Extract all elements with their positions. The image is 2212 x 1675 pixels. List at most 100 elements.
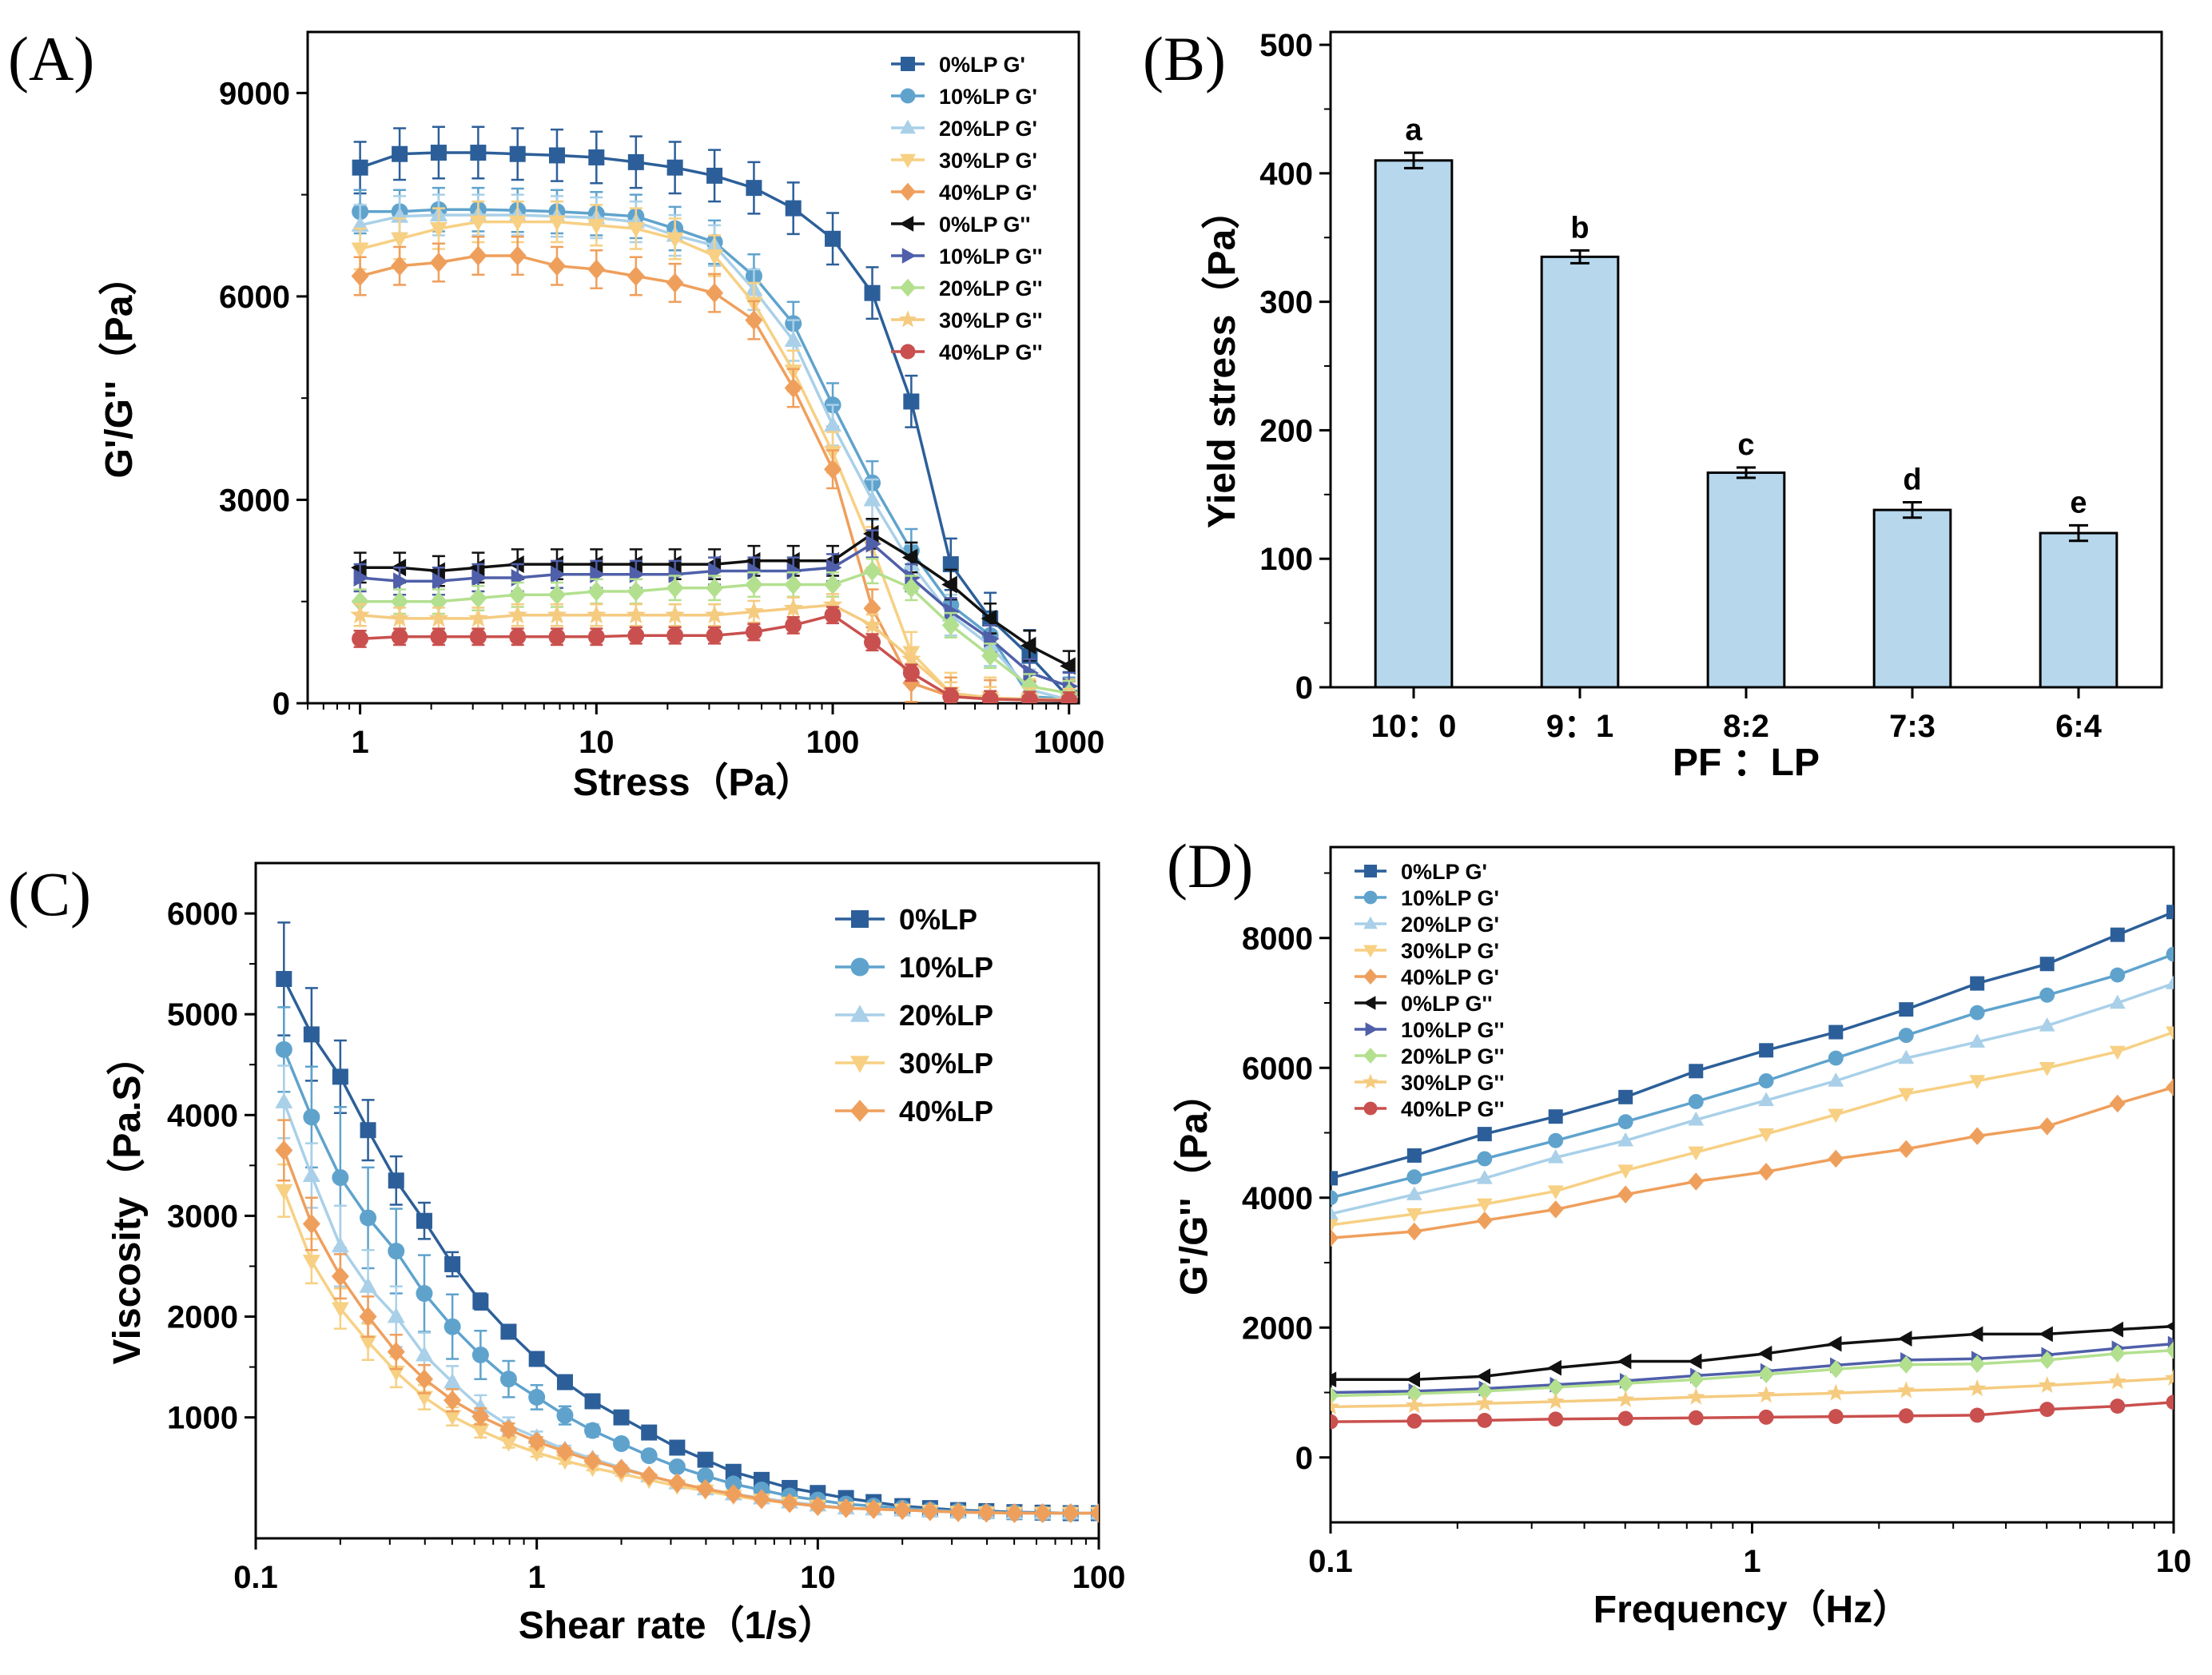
legend-label: 40%LP G'' (939, 340, 1042, 364)
data-point (2038, 1375, 2056, 1393)
series-20-lp-g- (351, 558, 1078, 703)
data-point (809, 1496, 827, 1517)
data-point (785, 616, 802, 634)
legend-label: 0%LP G'' (1401, 992, 1492, 1016)
data-point (863, 490, 881, 507)
data-point (275, 1184, 293, 1200)
data-point (1406, 1413, 1422, 1429)
data-point (2039, 1017, 2055, 1032)
data-point (902, 664, 920, 682)
data-point (587, 259, 606, 280)
significance-letter: c (1737, 428, 1754, 462)
data-point (784, 377, 802, 398)
data-point (1617, 1374, 1634, 1393)
data-point (1331, 1387, 1339, 1405)
data-point (1898, 1088, 1915, 1103)
y-tick-label: 0 (273, 686, 290, 722)
data-point (1331, 1371, 1337, 1388)
bar (1872, 508, 1952, 689)
data-point (1758, 1163, 1775, 1181)
data-point (2165, 1321, 2174, 1331)
data-point (387, 1342, 405, 1363)
data-point (1020, 691, 1038, 703)
legend-label: 0%LP (899, 903, 977, 936)
data-point (1898, 1408, 1914, 1424)
data-point (1828, 1050, 1844, 1066)
data-point (627, 265, 645, 286)
data-point (1406, 1186, 1422, 1200)
legend-marker (1364, 865, 1377, 877)
data-point (745, 575, 763, 595)
data-point (1405, 1396, 1423, 1414)
data-point (391, 256, 409, 277)
data-point (864, 634, 881, 651)
data-point (359, 1277, 377, 1293)
data-point (640, 1466, 658, 1486)
legend-label: 40%LP G'' (1401, 1097, 1504, 1121)
error-bar (2069, 523, 2088, 543)
legend-label: 20%LP G'' (1401, 1044, 1504, 1068)
data-point (429, 591, 448, 612)
data-point (1060, 657, 1076, 675)
data-point (547, 584, 566, 605)
x-tick-label: 100 (1072, 1560, 1126, 1595)
data-point (1477, 1412, 1493, 1428)
data-point (351, 559, 367, 577)
data-point (471, 1346, 489, 1363)
legend-label: 10%LP G'' (939, 245, 1042, 269)
data-point (784, 551, 800, 570)
y-tick-label: 100 (1259, 542, 1313, 577)
data-point (822, 595, 843, 614)
data-point (556, 1374, 573, 1391)
data-point (1617, 1185, 1634, 1204)
data-point (415, 1345, 433, 1362)
y-axis-label: G'/G''（Pa） (1173, 1074, 1215, 1295)
data-point (2166, 1026, 2174, 1040)
y-tick-label: 500 (1259, 28, 1313, 63)
data-point (1020, 636, 1036, 654)
data-point (471, 1424, 490, 1440)
data-point (1898, 1355, 1915, 1374)
data-point (921, 1501, 939, 1522)
x-tick-label: 10 (2156, 1544, 2192, 1579)
data-point (428, 607, 449, 627)
y-tick-label: 6000 (1242, 1051, 1313, 1086)
data-point (584, 1393, 601, 1410)
significance-letter: b (1570, 211, 1589, 245)
bar (1374, 159, 1454, 689)
data-point (786, 562, 803, 580)
legend-marker (851, 910, 869, 928)
significance-letter: a (1405, 113, 1422, 147)
series-30-lp-g- (1331, 1368, 2174, 1414)
data-point (665, 604, 685, 624)
data-point (302, 1166, 320, 1182)
data-point (626, 604, 646, 624)
data-point (587, 581, 606, 602)
data-point (666, 232, 684, 249)
chart-C: 0.1 1 10 100 1000 2000 3000 4000 5000 6000 Shear r… (8, 859, 1125, 1647)
panel-label: (A) (8, 24, 94, 93)
chart-B: 0 100 200 300 400 500 a 10：0 b 9：1 c 8:2 d 7:3 e 6:4 PF … (1143, 24, 2163, 784)
data-point (1688, 1371, 1705, 1389)
data-point (1969, 1355, 1986, 1373)
y-tick-label: 400 (1259, 157, 1313, 192)
data-point (1897, 1331, 1912, 1347)
data-point (944, 603, 961, 621)
x-tick-label: 7:3 (1889, 709, 1936, 744)
plot-area (275, 921, 1099, 1523)
data-point (2109, 1321, 2123, 1338)
data-point (511, 569, 527, 587)
data-point (627, 555, 643, 574)
data-point (1406, 1148, 1422, 1163)
data-point (1476, 1170, 1493, 1184)
legend-marker (1363, 1073, 1379, 1089)
legend-label: 20%LP G' (939, 117, 1037, 141)
data-point (747, 562, 763, 580)
data-point (331, 1266, 349, 1287)
data-point (1547, 1378, 1564, 1397)
data-point (2166, 946, 2174, 962)
series-10-lp-g- (1331, 946, 2174, 1206)
data-point (744, 601, 764, 620)
y-tick-label: 0 (1295, 1441, 1313, 1476)
